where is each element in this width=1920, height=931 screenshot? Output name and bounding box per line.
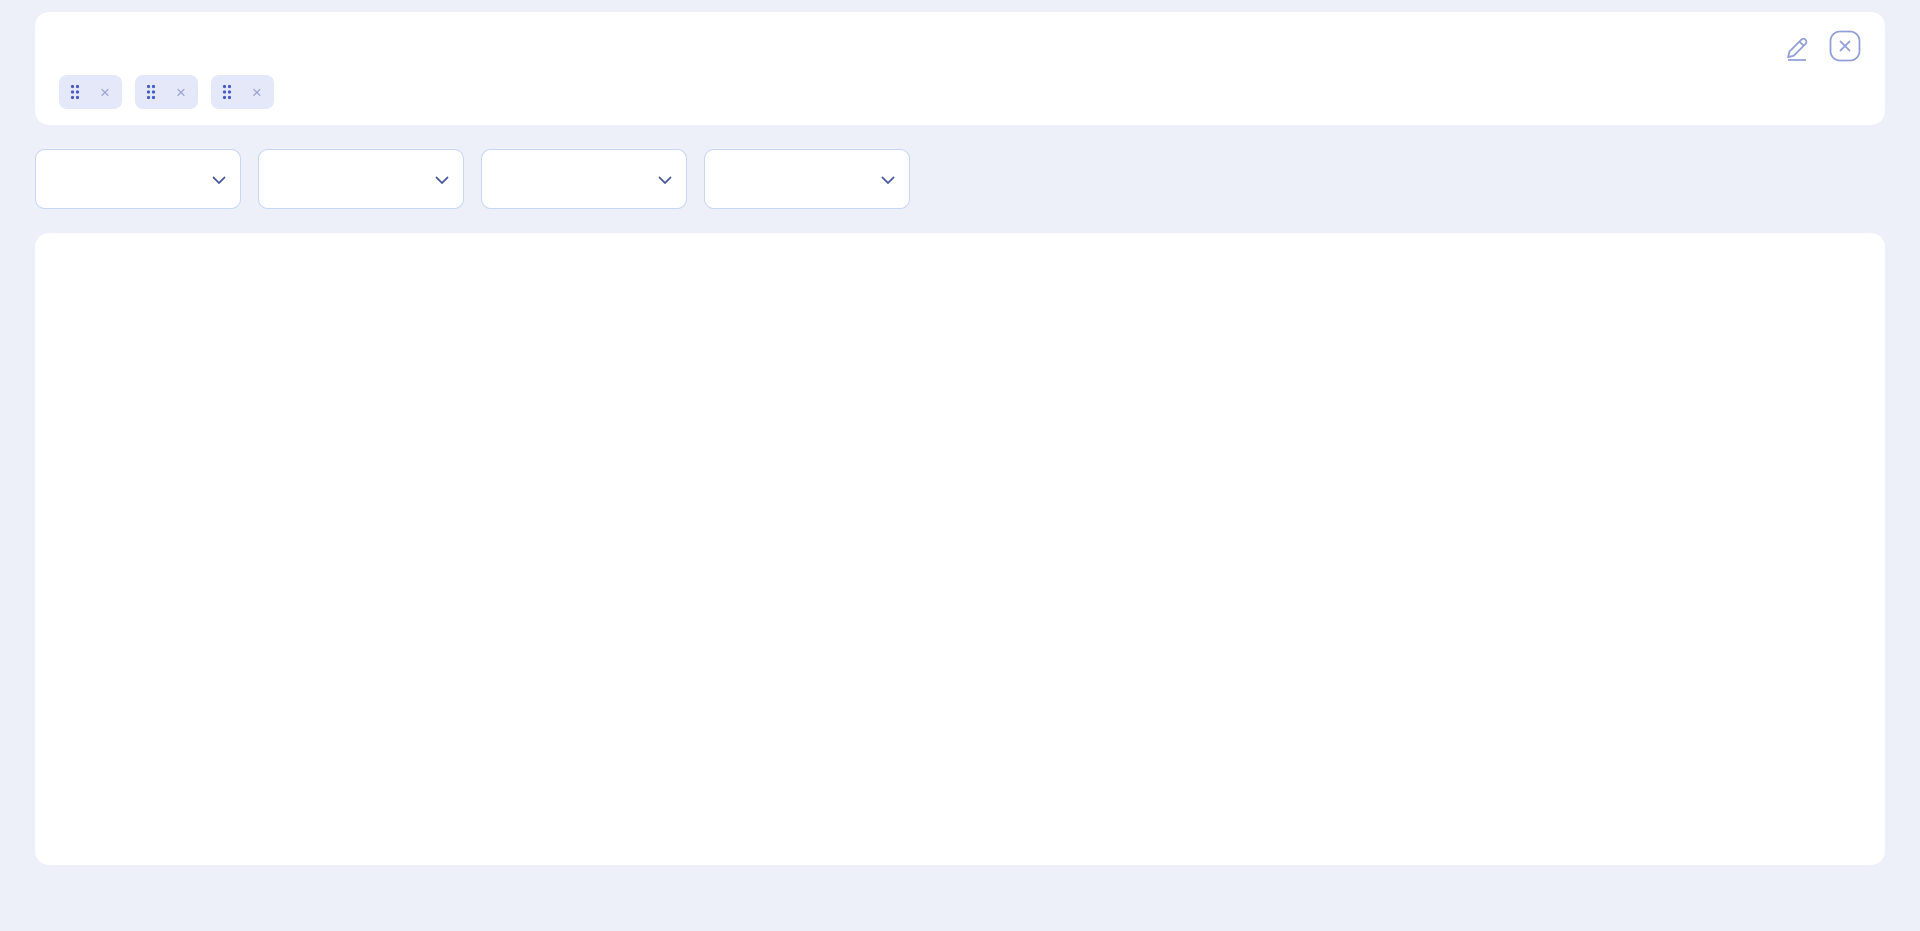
- filters-row: [35, 149, 1885, 209]
- chevron-down-icon: [212, 176, 226, 185]
- close-icon: [1829, 30, 1861, 62]
- view-select[interactable]: [35, 149, 241, 209]
- chip-remove-icon[interactable]: ×: [100, 84, 110, 101]
- chart-area: [57, 275, 1863, 835]
- metric-chip-max-users-online[interactable]: ×: [211, 75, 274, 109]
- chevron-down-icon: [658, 176, 672, 185]
- filter-top-n-select[interactable]: [704, 149, 910, 209]
- edit-button[interactable]: [1783, 30, 1815, 62]
- group-by-select[interactable]: [481, 149, 687, 209]
- metric-chip-users-saw-ad[interactable]: ×: [135, 75, 198, 109]
- aggregation-period-select[interactable]: [258, 149, 464, 209]
- chip-remove-icon[interactable]: ×: [176, 84, 186, 101]
- chart-panel: [35, 233, 1885, 865]
- drag-handle-icon[interactable]: [70, 84, 80, 100]
- metric-chips-row: × × ×: [59, 75, 1861, 109]
- line-chart[interactable]: [57, 275, 1863, 811]
- drag-handle-icon[interactable]: [146, 84, 156, 100]
- chart-toolbar: [57, 253, 1863, 257]
- chevron-down-icon: [435, 176, 449, 185]
- metric-chip-ad-revenue[interactable]: ×: [59, 75, 122, 109]
- chevron-down-icon: [881, 176, 895, 185]
- metrics-panel: × × ×: [35, 12, 1885, 125]
- drag-handle-icon[interactable]: [222, 84, 232, 100]
- chip-remove-icon[interactable]: ×: [252, 84, 262, 101]
- close-panel-button[interactable]: [1829, 30, 1861, 62]
- pencil-icon: [1783, 30, 1815, 62]
